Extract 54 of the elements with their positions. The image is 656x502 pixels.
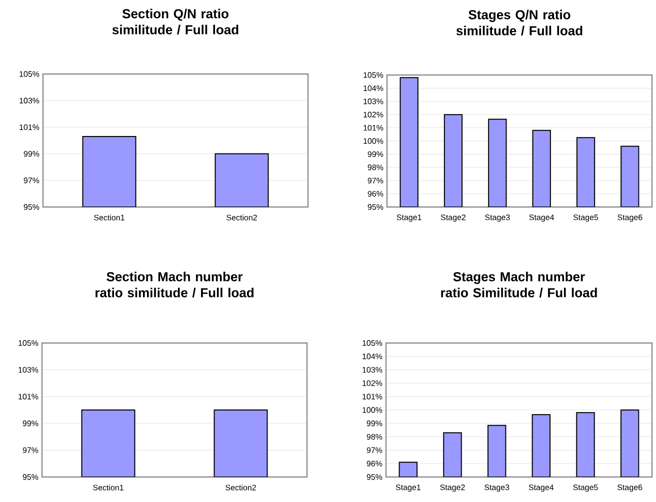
- chart-title: Stages Mach number ratio Similitude / Ful load: [441, 272, 597, 298]
- x-tick-label: Stage4: [529, 214, 554, 222]
- y-tick-label: 96%: [368, 190, 384, 197]
- y-tick-label: 95%: [24, 204, 40, 210]
- x-tick-label: Stage5: [573, 214, 598, 222]
- y-tick-label: 101%: [364, 124, 384, 131]
- y-tick-label: 105%: [18, 340, 38, 346]
- y-tick-label: 97%: [366, 447, 382, 454]
- y-tick-label: 97%: [24, 178, 40, 184]
- y-tick-label: 99%: [24, 150, 40, 157]
- x-tick-label: Stage3: [485, 214, 510, 222]
- y-tick-label: 99%: [368, 151, 384, 158]
- y-tick-label: 101%: [18, 394, 38, 400]
- x-tick-label: Stage2: [440, 214, 466, 222]
- y-tick-label: 104%: [362, 354, 382, 360]
- x-tick-label: Stage1: [396, 214, 422, 222]
- x-tick-label: Stage1: [396, 484, 420, 492]
- y-tick-label: 105%: [362, 340, 382, 346]
- y-tick-label: 99%: [22, 420, 38, 426]
- y-tick-label: 103%: [20, 98, 40, 104]
- y-tick-label: 96%: [366, 460, 382, 466]
- chart-title: Stages Q/N ratio similitude / Full load: [456, 10, 582, 36]
- y-tick-label: 105%: [364, 72, 384, 78]
- chart-title: Section Q/N ratio similitude / Full load: [112, 8, 238, 34]
- y-tick-label: 97%: [22, 447, 38, 454]
- y-tick-label: 98%: [366, 434, 382, 440]
- y-tick-label: 95%: [368, 204, 384, 210]
- chart-title: Section Mach number ratio similitude / Full load: [96, 272, 254, 298]
- x-tick-label: Stage6: [618, 484, 642, 492]
- y-tick-label: 103%: [362, 366, 382, 373]
- x-tick-label: Stage4: [528, 484, 554, 492]
- y-tick-label: 95%: [22, 474, 38, 480]
- y-tick-label: 95%: [366, 474, 382, 480]
- x-tick-label: Stage6: [618, 214, 642, 222]
- y-tick-label: 97%: [368, 178, 384, 184]
- x-tick-label: Section1: [94, 214, 124, 220]
- y-tick-label: 102%: [362, 380, 382, 386]
- x-tick-label: Stage5: [573, 484, 598, 492]
- y-tick-label: 103%: [18, 366, 38, 373]
- y-tick-label: 102%: [364, 112, 384, 118]
- y-tick-label: 100%: [364, 138, 384, 144]
- y-tick-label: 103%: [364, 98, 384, 104]
- x-tick-label: Section2: [226, 484, 256, 490]
- y-tick-label: 101%: [20, 124, 40, 130]
- y-tick-label: 98%: [368, 164, 384, 170]
- y-tick-label: 100%: [362, 407, 382, 413]
- x-tick-label: Section1: [93, 484, 124, 490]
- y-tick-label: 99%: [366, 420, 382, 426]
- x-tick-label: Section2: [226, 214, 257, 220]
- y-tick-label: 105%: [20, 71, 40, 77]
- y-tick-label: 104%: [364, 85, 384, 92]
- x-tick-label: Stage2: [440, 484, 465, 492]
- y-tick-label: 101%: [362, 394, 382, 400]
- x-tick-label: Stage3: [484, 484, 510, 492]
